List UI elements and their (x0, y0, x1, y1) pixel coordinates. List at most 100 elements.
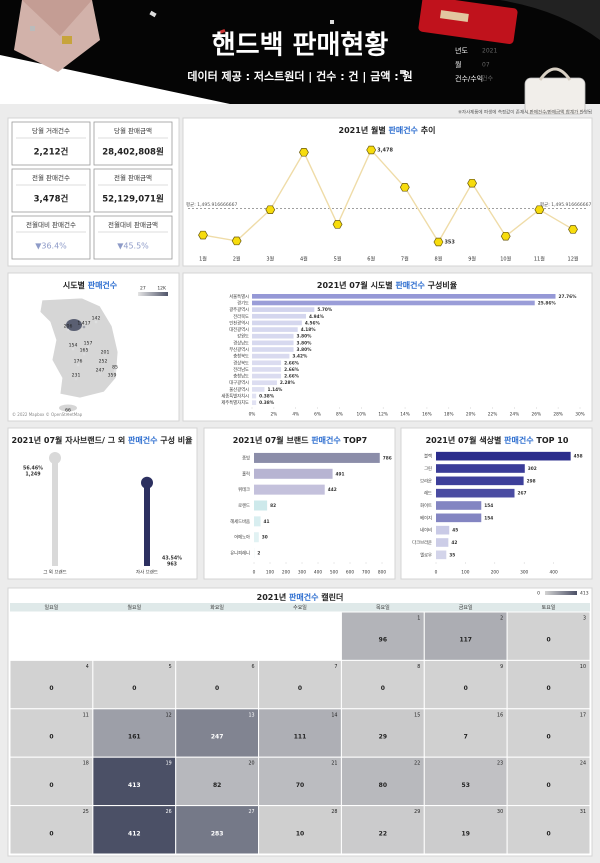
cell-value: 80 (379, 782, 387, 789)
bar (254, 532, 259, 543)
category-label: 전라북도 (233, 313, 249, 320)
average-label: 평균: 1,495.916666667 (540, 201, 591, 208)
x-tick-label: 8월 (435, 256, 443, 263)
category-label: 화이트 (420, 502, 432, 509)
day-number: 19 (166, 761, 172, 767)
category-label: 경상남도 (233, 339, 249, 346)
kpi-card (93, 168, 173, 213)
cell-value: 0 (132, 685, 136, 692)
chart-title-part: TOP7 (341, 436, 367, 445)
x-tick-label: 7월 (401, 256, 409, 263)
chart-title: 2021년 판매건수 캘린더 (257, 592, 344, 602)
region-label: 157 (84, 341, 93, 347)
day-number: 29 (414, 809, 420, 815)
lollipop-head (49, 452, 61, 464)
kpi-label: 당월 거래건수 (32, 126, 70, 135)
day-number: 4 (86, 664, 89, 670)
category-label: 부산광역시 (229, 346, 249, 353)
day-number: 30 (497, 809, 503, 815)
cell-value: 96 (379, 637, 387, 644)
x-tick-label: 0% (249, 412, 256, 418)
day-number: 18 (83, 761, 89, 767)
kpi-label: 전월대비 판매금액 (108, 220, 158, 229)
x-tick-label: 200 (491, 570, 499, 576)
count-label: 963 (167, 562, 177, 568)
data-label: 3.80% (297, 340, 313, 346)
category-label: 대전광역시 (229, 326, 249, 333)
data-label: 353 (444, 240, 455, 246)
weekday-label: 월요일 (127, 604, 141, 611)
category-label: 다크브라운 (412, 539, 432, 546)
region-dot (66, 328, 70, 332)
point-marker (332, 220, 343, 229)
data-label: 4.56% (305, 320, 321, 326)
chart-title-part: 2021년 월별 (339, 125, 389, 135)
calendar-cell (423, 805, 508, 855)
x-tick-label: 22% (488, 412, 498, 418)
cell-value: 70 (296, 782, 304, 789)
chart-title-part: 판매건수 (88, 280, 118, 290)
day-number: 17 (580, 712, 586, 718)
region-label: 176 (74, 359, 83, 365)
cell-value: 0 (49, 830, 53, 837)
calendar-cell-empty (92, 611, 177, 661)
calendar-cell (506, 611, 591, 661)
map-jeju (59, 404, 77, 412)
bar (252, 320, 302, 326)
category-label: 경상북도 (233, 359, 249, 366)
chart-title: 2021년 07월 색상별 판매건수 TOP 10 (426, 435, 569, 445)
day-number: 28 (331, 809, 337, 815)
data-label: 27.76% (559, 294, 578, 300)
day-number: 31 (580, 809, 586, 815)
calendar-cell (423, 611, 508, 661)
data-label: 30 (262, 535, 268, 541)
cell-value: 0 (546, 782, 550, 789)
x-tick-label: 30% (575, 412, 585, 418)
weekday-label: 토요일 (542, 604, 556, 611)
x-tick-label: 700 (362, 570, 370, 576)
cell-value: 22 (379, 830, 387, 837)
bar (254, 516, 261, 527)
bar (252, 300, 535, 306)
calendar-cell-empty (258, 611, 342, 661)
point-marker (568, 225, 578, 234)
x-tick-label: 0 (253, 570, 256, 576)
kpi-card (11, 121, 91, 166)
day-number: 6 (252, 664, 255, 670)
category-label: 충청남도 (233, 373, 249, 380)
calendar-cell (9, 708, 94, 758)
x-tick-label: 12월 (568, 256, 579, 263)
map-credit: © 2022 Mapbox © OpenStreetMap (12, 412, 83, 417)
chart-title: 2021년 07월 브랜드 판매건수 TOP7 (233, 435, 368, 445)
region-dot (94, 320, 98, 324)
category-label: 베이지 (420, 514, 432, 521)
panel (7, 427, 198, 580)
decor-bag-red (418, 0, 600, 44)
weekday-label: 수요일 (293, 604, 307, 611)
x-tick-label: 4월 (300, 256, 308, 263)
data-label: 43.54% (162, 556, 182, 562)
lollipop-stem (52, 458, 58, 566)
x-tick-label: 300 (520, 570, 528, 576)
cell-value: 413 (128, 782, 141, 789)
calendar-cell (506, 659, 591, 710)
weekday-header (10, 603, 590, 612)
x-tick-label: 28% (553, 412, 563, 418)
x-tick-label: 400 (549, 570, 557, 576)
category-label: 위테크 (238, 486, 250, 493)
day-number: 15 (414, 712, 420, 718)
category-label: 레드 (424, 490, 432, 497)
chart-title-part: 2021년 07월 시도별 (317, 280, 396, 290)
bar (436, 464, 525, 473)
calendar-cell (423, 708, 508, 758)
kpi-card (93, 121, 173, 166)
cell-value: 0 (215, 685, 219, 692)
calendar-cell (175, 805, 260, 855)
region-label: 359 (108, 373, 117, 379)
region-label: 206 (64, 324, 73, 330)
chart-title: 2021년 07월 시도별 판매건수 구성비율 (317, 280, 458, 290)
data-label: 154 (484, 515, 493, 521)
data-label: 25.86% (538, 300, 557, 306)
day-number: 14 (331, 712, 337, 718)
